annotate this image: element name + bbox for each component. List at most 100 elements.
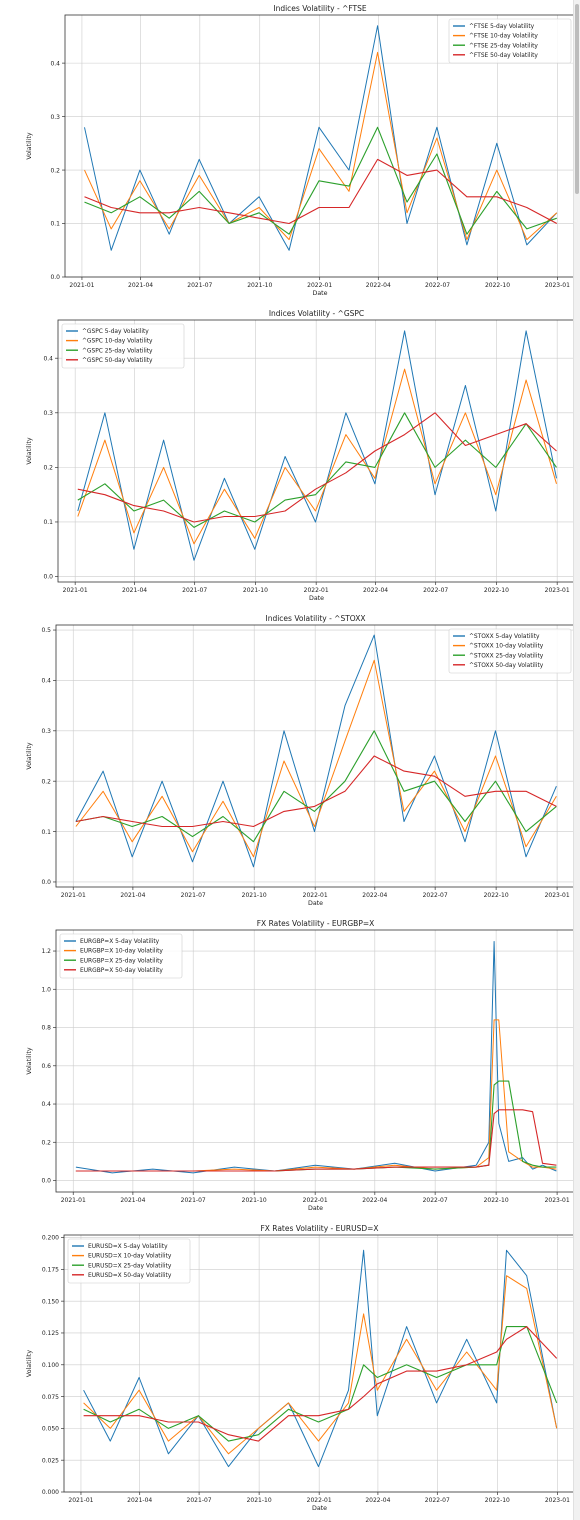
- chart-panel-1: Indices Volatility - ^FTSE 0.0 0.1 0.2 0.3 0.…: [26, 4, 576, 297]
- y-tick-label: 0.050: [42, 1426, 59, 1433]
- legend: EURGBP=X 5-day Volatility EURGBP=X 10-day…: [59, 933, 183, 979]
- legend-box: [448, 18, 572, 64]
- x-tick-label: 2021-04: [120, 892, 145, 899]
- chart-title: Indices Volatility - ^STOXX: [265, 614, 365, 623]
- series-line-1: [77, 330, 557, 561]
- series-line-3: [84, 126, 557, 235]
- x-tick-label: 2021-07: [181, 1197, 206, 1204]
- chart-panel-5: FX Rates Volatility - EURUSD=X 0.000 0.025…: [26, 1224, 576, 1512]
- series-line-2: [77, 368, 557, 545]
- x-tick-label: 2021-04: [127, 1497, 152, 1504]
- y-tick-label: 0.4: [41, 1101, 51, 1108]
- x-tick-label: 2022-01: [303, 1197, 328, 1204]
- y-tick-label: 0.4: [50, 60, 60, 67]
- x-tick-label: 2022-01: [304, 587, 329, 594]
- y-axis-label: Volatility: [26, 1350, 33, 1377]
- y-tick-label: 0.3: [50, 114, 60, 121]
- x-tick-label: 2021-07: [181, 892, 206, 899]
- x-tick-label: 2022-04: [366, 282, 391, 289]
- x-tick-label: 2021-10: [242, 1197, 267, 1204]
- x-tick-label: 2022-10: [485, 282, 510, 289]
- y-axis-label: Volatility: [26, 132, 33, 159]
- y-tick-label: 0.6: [41, 1063, 51, 1070]
- legend: EURUSD=X 5-day Volatility EURUSD=X 10-day…: [67, 1238, 191, 1284]
- y-tick-label: 0.2: [50, 167, 60, 174]
- legend-entry-2: ^GSPC 10-day Volatility: [82, 339, 153, 345]
- chart-title: FX Rates Volatility - EURGBP=X: [257, 919, 375, 928]
- x-tick-label: 2023-01: [545, 1197, 570, 1204]
- legend: ^FTSE 5-day Volatility ^FTSE 10-day Volat…: [448, 18, 572, 64]
- x-tick-label: 2022-01: [307, 1497, 332, 1504]
- x-tick-label: 2021-01: [63, 587, 88, 594]
- y-tick-label: 0.125: [42, 1330, 59, 1337]
- y-tick-label: 0.2: [43, 465, 53, 472]
- series-line-3: [83, 1326, 558, 1442]
- y-tick-label: 0.1: [41, 829, 51, 836]
- x-tick-label: 2022-04: [365, 1497, 390, 1504]
- x-tick-label: 2022-01: [307, 282, 332, 289]
- y-axis-label: Volatility: [26, 1047, 33, 1074]
- x-tick-label: 2021-04: [120, 1197, 145, 1204]
- x-tick-label: 2023-01: [545, 1497, 570, 1504]
- legend-entry-3: EURUSD=X 25-day Volatility: [88, 1263, 172, 1269]
- x-tick-label: 2021-01: [68, 1497, 93, 1504]
- series-line-4: [83, 1326, 558, 1442]
- chart-panel-4: FX Rates Volatility - EURGBP=X 0.0 0.2 0.4 0…: [26, 919, 576, 1212]
- legend-entry-4: EURGBP=X 50-day Volatility: [80, 968, 163, 974]
- x-axis-label: Date: [312, 1505, 327, 1512]
- x-tick-label: 2022-10: [484, 1197, 509, 1204]
- legend: ^GSPC 5-day Volatility ^GSPC 10-day Volat…: [61, 323, 185, 369]
- y-tick-label: 0.2: [41, 1139, 51, 1146]
- legend-entry-4: ^GSPC 50-day Volatility: [82, 358, 153, 364]
- x-axis-label: Date: [308, 1205, 323, 1212]
- series-line-4: [75, 755, 557, 828]
- legend: ^STOXX 5-day Volatility ^STOXX 10-day Vol…: [448, 628, 572, 674]
- x-tick-label: 2021-07: [187, 1497, 212, 1504]
- grid: [64, 1235, 575, 1493]
- legend-entry-1: EURUSD=X 5-day Volatility: [88, 1244, 168, 1250]
- grid: [56, 930, 575, 1192]
- series-line-4: [77, 412, 557, 523]
- scrollbar-thumb[interactable]: [575, 4, 579, 194]
- x-tick-label: 2021-04: [128, 282, 153, 289]
- legend-entry-4: ^STOXX 50-day Volatility: [469, 663, 544, 669]
- y-tick-label: 0.4: [43, 355, 53, 362]
- y-tick-label: 0.175: [42, 1267, 59, 1274]
- chart-panel-2: Indices Volatility - ^GSPC 0.0 0.1 0.2 0.3 0.…: [26, 309, 576, 602]
- series-line-3: [77, 412, 557, 528]
- x-tick-label: 2022-04: [363, 587, 388, 594]
- x-tick-label: 2022-10: [484, 587, 509, 594]
- x-axis-label: Date: [312, 290, 327, 297]
- legend-entry-4: EURUSD=X 50-day Volatility: [88, 1273, 172, 1279]
- series-line-2: [75, 659, 557, 858]
- legend-box: [448, 628, 572, 674]
- series-line-1: [75, 941, 557, 1174]
- legend-entry-1: ^STOXX 5-day Volatility: [469, 634, 540, 640]
- chart-title: Indices Volatility - ^FTSE: [273, 4, 367, 13]
- series-line-1: [75, 634, 557, 868]
- x-tick-label: 2022-07: [423, 587, 448, 594]
- x-tick-label: 2022-04: [362, 1197, 387, 1204]
- y-tick-label: 0.4: [41, 678, 51, 685]
- legend-entry-2: ^STOXX 10-day Volatility: [469, 644, 544, 650]
- y-tick-label: 0.5: [41, 627, 51, 634]
- x-tick-label: 2023-01: [545, 892, 570, 899]
- x-tick-label: 2021-07: [187, 282, 212, 289]
- x-axis-label: Date: [308, 900, 323, 907]
- x-tick-label: 2021-01: [61, 892, 86, 899]
- y-tick-label: 0.2: [41, 778, 51, 785]
- vertical-scrollbar[interactable]: [573, 0, 580, 1520]
- x-tick-label: 2021-01: [69, 282, 94, 289]
- x-tick-label: 2021-10: [242, 892, 267, 899]
- x-tick-label: 2022-07: [423, 892, 448, 899]
- series-line-2: [83, 1275, 558, 1455]
- x-tick-label: 2022-10: [484, 892, 509, 899]
- y-tick-label: 1.0: [41, 986, 51, 993]
- series-line-4: [75, 1109, 557, 1172]
- x-tick-label: 2021-10: [247, 1497, 272, 1504]
- legend-entry-1: ^FTSE 5-day Volatility: [469, 24, 535, 30]
- y-tick-label: 0.200: [42, 1235, 59, 1242]
- legend-box: [59, 933, 183, 979]
- x-tick-label: 2021-10: [243, 587, 268, 594]
